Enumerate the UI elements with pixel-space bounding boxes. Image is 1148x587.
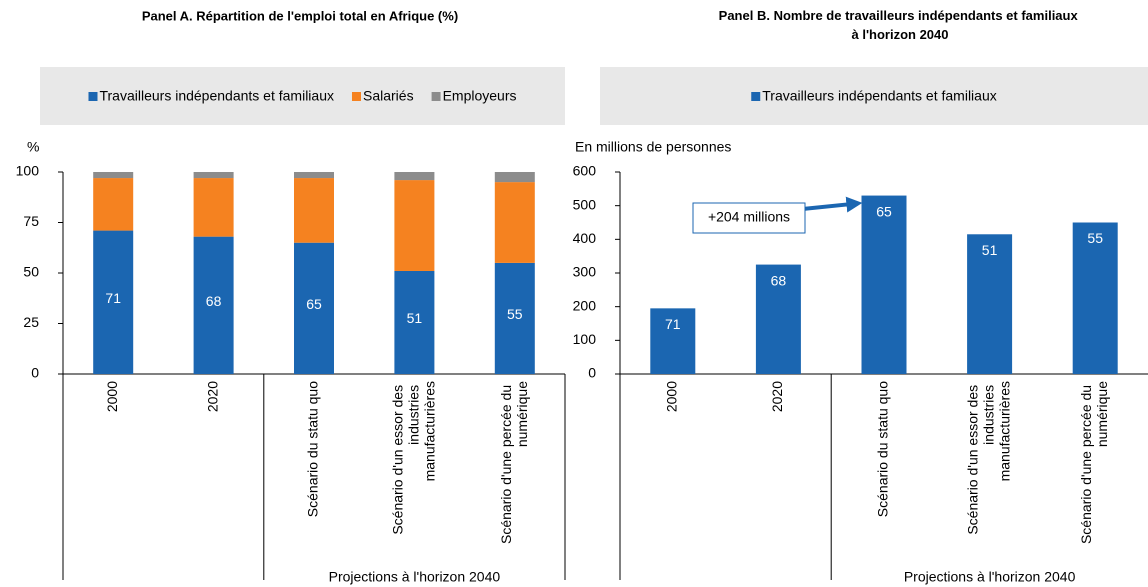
bar-segment xyxy=(193,178,234,237)
bar xyxy=(650,308,696,374)
share-label: 71 xyxy=(665,316,681,332)
legend: Travailleurs indépendants et familiaux xyxy=(751,88,997,104)
chart-title: Panel A. Répartition de l'emploi total e… xyxy=(142,8,458,23)
data-label: 55 xyxy=(507,306,523,322)
x-tick-label: 2000 xyxy=(664,381,680,412)
x-tick-label: 2000 xyxy=(104,381,120,412)
annotation-arrow xyxy=(796,196,863,213)
x-tick-label: 2020 xyxy=(769,381,785,412)
data-label: 68 xyxy=(206,293,222,309)
bar-segment xyxy=(93,172,134,179)
bar-segment xyxy=(394,180,435,271)
category-group-label: Projections à l'horizon 2040 xyxy=(329,569,501,585)
y-tick-label: 100 xyxy=(16,163,40,179)
x-tick-label: Scénario d'une percée du numérique xyxy=(498,381,530,544)
title-line: Panel B. Nombre de travailleurs indépend… xyxy=(719,8,1082,23)
y-tick-label: 25 xyxy=(23,314,39,330)
bar-segment xyxy=(394,172,435,181)
x-tick-line: Scénario d'un essor des xyxy=(964,381,980,535)
y-axis-label: % xyxy=(27,139,39,155)
share-label: 51 xyxy=(982,242,998,258)
share-label: 68 xyxy=(771,272,787,288)
y-tick-label: 100 xyxy=(573,331,597,347)
x-tick-label: Scénario d'une percée du numérique xyxy=(1078,381,1110,544)
bar-segment xyxy=(494,262,535,374)
chart-title: Panel B. Nombre de travailleurs indépend… xyxy=(719,8,1082,42)
legend-swatch xyxy=(751,92,761,101)
bar-segment xyxy=(294,172,334,179)
x-tick-label: Scénario d'un essor des industries manuf… xyxy=(964,381,1012,535)
legend-label: Travailleurs indépendants et familiaux xyxy=(762,88,997,104)
x-tick-label: Scénario du statu quo xyxy=(305,381,321,517)
x-tick-label: 2020 xyxy=(204,381,220,412)
annotation-box xyxy=(692,202,806,234)
legend: Travailleurs indépendants et familiaux Sa… xyxy=(88,88,517,104)
x-tick-line: industries xyxy=(980,381,996,445)
legend-box xyxy=(40,67,565,125)
x-tick-line: industries xyxy=(405,381,421,445)
x-tick-line: Scénario d'une percée du xyxy=(1078,381,1094,544)
legend-box xyxy=(600,67,1148,125)
data-label: 71 xyxy=(105,290,121,306)
y-tick-label: 300 xyxy=(573,264,597,280)
x-tick-line: numérique xyxy=(1094,381,1110,447)
x-tick-line: manufacturières xyxy=(996,381,1012,481)
bar xyxy=(861,195,907,374)
legend-swatch xyxy=(431,92,441,101)
x-tick-label: Scénario d'un essor des industries manuf… xyxy=(389,381,437,535)
bar xyxy=(1072,222,1118,374)
bar-segment xyxy=(93,230,134,374)
share-label: 65 xyxy=(876,203,892,219)
y-tick-label: 500 xyxy=(573,196,597,212)
bar xyxy=(755,264,801,374)
share-label: 55 xyxy=(1087,230,1103,246)
legend-label: Employeurs xyxy=(443,88,517,104)
y-tick-label: 50 xyxy=(23,264,39,280)
bar-segment xyxy=(193,236,234,374)
bar-segment xyxy=(294,178,334,243)
bar-segment xyxy=(394,270,435,374)
legend-swatch xyxy=(351,92,361,101)
x-tick-line: Scénario d'un essor des xyxy=(389,381,405,535)
bar xyxy=(967,234,1013,374)
legend-label: Travailleurs indépendants et familiaux xyxy=(99,88,334,104)
y-tick-label: 400 xyxy=(573,230,597,246)
x-tick-line: Scénario d'une percée du xyxy=(498,381,514,544)
data-label: 65 xyxy=(306,296,322,312)
y-tick-label: 0 xyxy=(588,365,596,381)
y-axis-label: En millions de personnes xyxy=(575,139,731,155)
legend-swatch xyxy=(88,92,98,101)
y-tick-label: 600 xyxy=(573,163,597,179)
annotation: +204 millions xyxy=(708,209,790,225)
bar-segment xyxy=(193,172,234,179)
title-line: à l'horizon 2040 xyxy=(851,27,948,42)
legend-label: Salariés xyxy=(363,88,414,104)
bar-segment xyxy=(494,172,535,183)
category-group-label: Projections à l'horizon 2040 xyxy=(904,569,1076,585)
bar-segment xyxy=(294,242,334,374)
y-tick-label: 0 xyxy=(31,365,39,381)
bar-segment xyxy=(494,182,535,263)
y-tick-label: 200 xyxy=(573,297,597,313)
x-tick-label: Scénario du statu quo xyxy=(875,381,891,517)
bar-segment xyxy=(93,178,134,231)
x-tick-line: manufacturières xyxy=(421,381,437,481)
data-label: 51 xyxy=(407,310,423,326)
y-tick-label: 75 xyxy=(23,213,39,229)
x-tick-line: numérique xyxy=(514,381,530,447)
